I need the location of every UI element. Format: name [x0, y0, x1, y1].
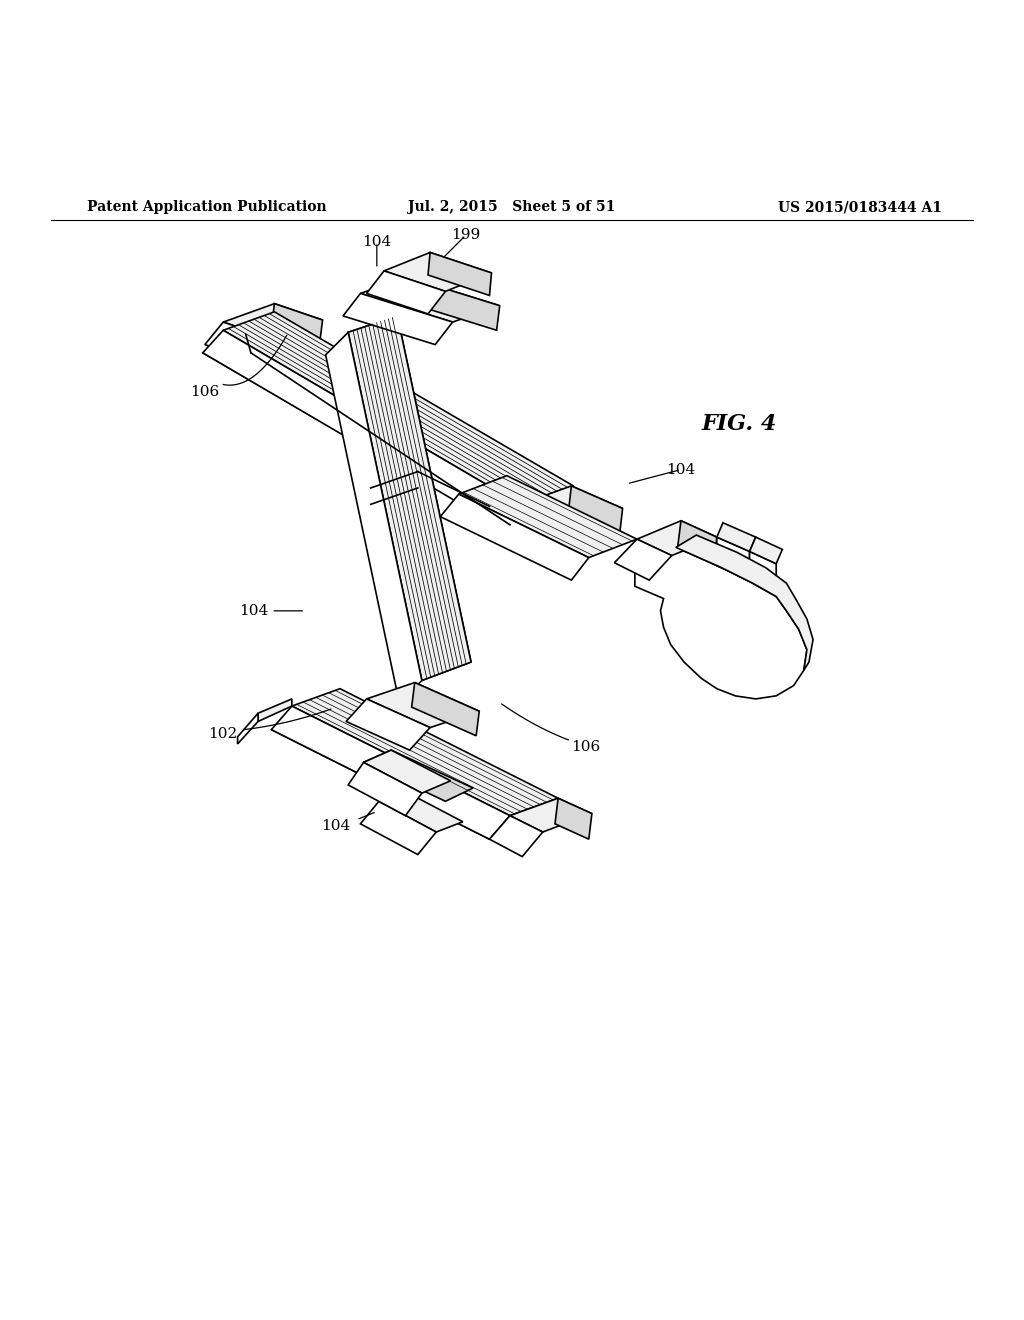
Text: Patent Application Publication: Patent Application Publication [87, 201, 327, 214]
Polygon shape [404, 277, 500, 330]
Polygon shape [223, 312, 573, 504]
Polygon shape [271, 713, 541, 840]
Polygon shape [676, 535, 813, 671]
Polygon shape [379, 791, 463, 832]
Polygon shape [412, 682, 479, 735]
Polygon shape [614, 539, 672, 579]
Polygon shape [223, 304, 323, 338]
Polygon shape [348, 315, 471, 681]
Polygon shape [500, 504, 571, 549]
Polygon shape [364, 750, 451, 793]
Polygon shape [440, 494, 589, 579]
Polygon shape [364, 750, 473, 801]
Polygon shape [489, 816, 543, 857]
Text: 104: 104 [240, 603, 268, 618]
Polygon shape [637, 520, 717, 556]
Polygon shape [271, 304, 323, 345]
Polygon shape [258, 698, 292, 722]
Polygon shape [384, 252, 492, 292]
Polygon shape [635, 548, 807, 698]
Polygon shape [750, 537, 782, 564]
Text: 199: 199 [452, 228, 480, 242]
Polygon shape [205, 322, 271, 360]
Polygon shape [271, 706, 510, 840]
Polygon shape [520, 486, 623, 527]
Polygon shape [360, 801, 436, 854]
Polygon shape [348, 315, 471, 681]
Polygon shape [568, 486, 623, 535]
Text: 106: 106 [190, 384, 219, 399]
Polygon shape [510, 799, 592, 832]
Text: 104: 104 [667, 462, 695, 477]
Polygon shape [459, 475, 637, 557]
Polygon shape [343, 293, 453, 345]
Polygon shape [428, 252, 492, 296]
Text: 106: 106 [571, 741, 600, 754]
Text: 104: 104 [322, 818, 350, 833]
Polygon shape [367, 271, 445, 314]
Text: Jul. 2, 2015   Sheet 5 of 51: Jul. 2, 2015 Sheet 5 of 51 [409, 201, 615, 214]
Text: FIG. 4: FIG. 4 [701, 413, 777, 436]
Polygon shape [292, 689, 558, 816]
Polygon shape [678, 520, 717, 562]
Text: 102: 102 [209, 727, 238, 741]
Polygon shape [346, 698, 430, 750]
Text: 104: 104 [362, 235, 391, 249]
Polygon shape [348, 763, 422, 816]
Polygon shape [717, 523, 756, 552]
Polygon shape [360, 277, 500, 322]
Polygon shape [203, 334, 553, 527]
Polygon shape [203, 330, 520, 527]
Polygon shape [238, 713, 258, 744]
Polygon shape [367, 682, 479, 727]
Polygon shape [717, 537, 750, 579]
Polygon shape [326, 333, 422, 704]
Text: US 2015/0183444 A1: US 2015/0183444 A1 [778, 201, 942, 214]
Polygon shape [555, 799, 592, 840]
Polygon shape [750, 552, 776, 593]
